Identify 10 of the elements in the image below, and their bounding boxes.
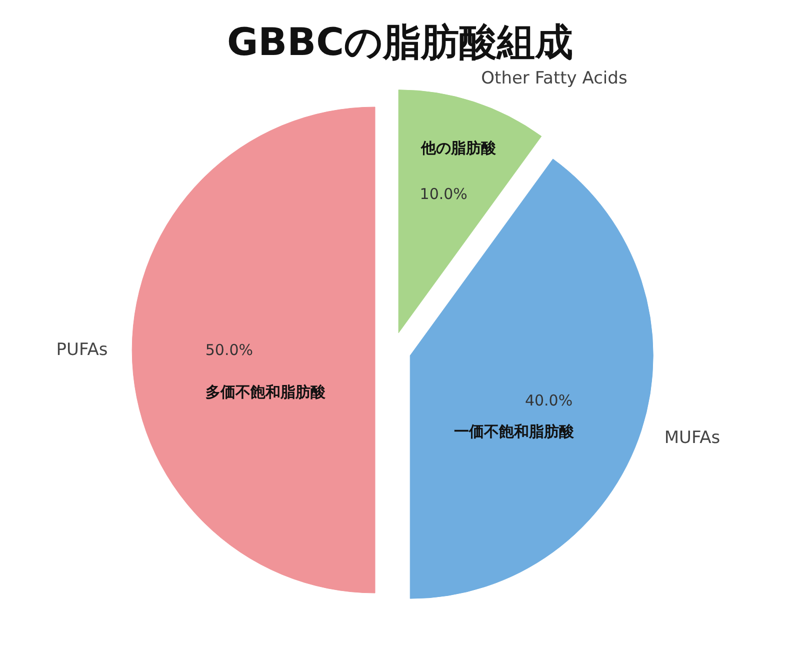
chart-title: GBBCの脂肪酸組成	[226, 20, 574, 64]
slice-label: Other Fatty Acids	[481, 68, 628, 89]
data-label: 10.0%	[420, 185, 468, 204]
data-label: 40.0%	[524, 392, 573, 410]
text: 多価不飽和脂肪酸	[206, 383, 326, 401]
data-label: 50.0%	[205, 341, 254, 359]
text: 他の脂肪酸	[421, 138, 496, 157]
text: 一価不飽和脂肪酸	[454, 422, 574, 440]
slice-label: PUFAs	[56, 340, 108, 360]
slice-label: MUFAs	[664, 428, 720, 448]
